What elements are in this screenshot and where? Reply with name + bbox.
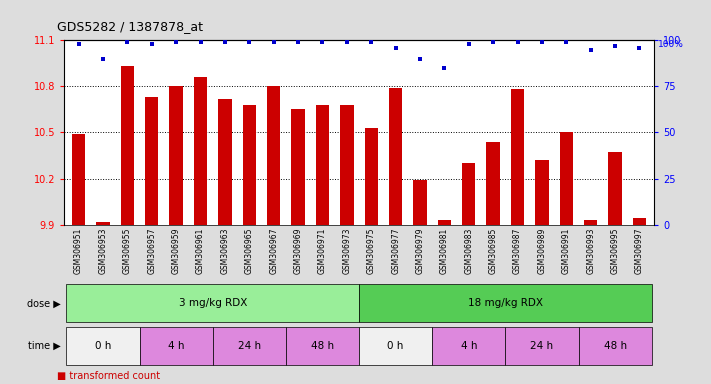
Bar bbox=[242, 105, 256, 225]
Point bbox=[365, 39, 377, 45]
Text: 4 h: 4 h bbox=[461, 341, 477, 351]
Bar bbox=[169, 86, 183, 225]
Point bbox=[73, 41, 85, 47]
Text: 18 mg/kg RDX: 18 mg/kg RDX bbox=[468, 298, 543, 308]
Bar bbox=[633, 218, 646, 225]
Text: GSM306975: GSM306975 bbox=[367, 227, 375, 274]
Text: GSM306967: GSM306967 bbox=[269, 227, 278, 274]
Bar bbox=[359, 326, 432, 365]
Bar bbox=[139, 326, 213, 365]
Point bbox=[585, 46, 597, 53]
Bar bbox=[121, 66, 134, 225]
Bar bbox=[96, 222, 109, 225]
Bar bbox=[316, 105, 329, 225]
Bar bbox=[213, 326, 286, 365]
Point bbox=[341, 39, 353, 45]
Bar bbox=[584, 220, 597, 225]
Bar bbox=[145, 97, 159, 225]
Text: time ▶: time ▶ bbox=[28, 341, 60, 351]
Bar bbox=[560, 132, 573, 225]
Bar bbox=[413, 180, 427, 225]
Point bbox=[634, 45, 645, 51]
Bar bbox=[535, 160, 549, 225]
Text: GSM306959: GSM306959 bbox=[171, 227, 181, 274]
Text: GSM306983: GSM306983 bbox=[464, 227, 474, 274]
Bar bbox=[438, 220, 451, 225]
Point bbox=[536, 39, 547, 45]
Bar bbox=[66, 326, 139, 365]
Bar bbox=[267, 86, 280, 225]
Bar bbox=[486, 142, 500, 225]
Text: 24 h: 24 h bbox=[530, 341, 553, 351]
Point bbox=[390, 45, 401, 51]
Bar bbox=[365, 128, 378, 225]
Bar bbox=[506, 326, 579, 365]
Bar bbox=[340, 105, 353, 225]
Point bbox=[609, 43, 621, 49]
Text: GSM306971: GSM306971 bbox=[318, 227, 327, 274]
Text: GSM306951: GSM306951 bbox=[74, 227, 83, 274]
Point bbox=[415, 56, 426, 62]
Bar bbox=[579, 326, 652, 365]
Text: GSM306963: GSM306963 bbox=[220, 227, 230, 274]
Text: GDS5282 / 1387878_at: GDS5282 / 1387878_at bbox=[57, 20, 203, 33]
Bar bbox=[286, 326, 359, 365]
Text: ■ transformed count: ■ transformed count bbox=[57, 371, 160, 381]
Point bbox=[219, 39, 230, 45]
Text: GSM306995: GSM306995 bbox=[611, 227, 619, 274]
Point bbox=[512, 39, 523, 45]
Point bbox=[122, 39, 133, 45]
Point bbox=[317, 39, 328, 45]
Bar bbox=[359, 284, 652, 323]
Text: GSM306977: GSM306977 bbox=[391, 227, 400, 274]
Text: 0 h: 0 h bbox=[387, 341, 404, 351]
Text: GSM306953: GSM306953 bbox=[99, 227, 107, 274]
Point bbox=[463, 41, 474, 47]
Point bbox=[244, 39, 255, 45]
Bar bbox=[194, 77, 207, 225]
Point bbox=[488, 39, 499, 45]
Text: GSM306969: GSM306969 bbox=[294, 227, 303, 274]
Text: GSM306989: GSM306989 bbox=[538, 227, 547, 274]
Text: GSM306973: GSM306973 bbox=[343, 227, 351, 274]
Text: GSM306997: GSM306997 bbox=[635, 227, 644, 274]
Text: 48 h: 48 h bbox=[604, 341, 626, 351]
Point bbox=[195, 39, 206, 45]
Point bbox=[97, 56, 109, 62]
Bar bbox=[511, 89, 524, 225]
Point bbox=[292, 39, 304, 45]
Bar bbox=[72, 134, 85, 225]
Text: GSM306957: GSM306957 bbox=[147, 227, 156, 274]
Bar bbox=[609, 152, 622, 225]
Text: 24 h: 24 h bbox=[237, 341, 261, 351]
Bar bbox=[432, 326, 506, 365]
Text: 3 mg/kg RDX: 3 mg/kg RDX bbox=[178, 298, 247, 308]
Bar bbox=[66, 284, 359, 323]
Text: GSM306987: GSM306987 bbox=[513, 227, 522, 274]
Text: GSM306985: GSM306985 bbox=[488, 227, 498, 274]
Point bbox=[561, 39, 572, 45]
Text: GSM306965: GSM306965 bbox=[245, 227, 254, 274]
Text: GSM306961: GSM306961 bbox=[196, 227, 205, 274]
Text: GSM306979: GSM306979 bbox=[415, 227, 424, 274]
Text: GSM306993: GSM306993 bbox=[586, 227, 595, 274]
Point bbox=[268, 39, 279, 45]
Text: 48 h: 48 h bbox=[311, 341, 334, 351]
Point bbox=[146, 41, 157, 47]
Text: 4 h: 4 h bbox=[168, 341, 184, 351]
Text: GSM306981: GSM306981 bbox=[440, 227, 449, 274]
Bar bbox=[462, 163, 476, 225]
Bar bbox=[389, 88, 402, 225]
Text: GSM306991: GSM306991 bbox=[562, 227, 571, 274]
Bar bbox=[218, 99, 232, 225]
Text: 100%: 100% bbox=[658, 40, 683, 49]
Bar bbox=[292, 109, 305, 225]
Text: dose ▶: dose ▶ bbox=[27, 298, 60, 308]
Text: 0 h: 0 h bbox=[95, 341, 111, 351]
Text: GSM306955: GSM306955 bbox=[123, 227, 132, 274]
Point bbox=[439, 65, 450, 71]
Point bbox=[171, 39, 182, 45]
